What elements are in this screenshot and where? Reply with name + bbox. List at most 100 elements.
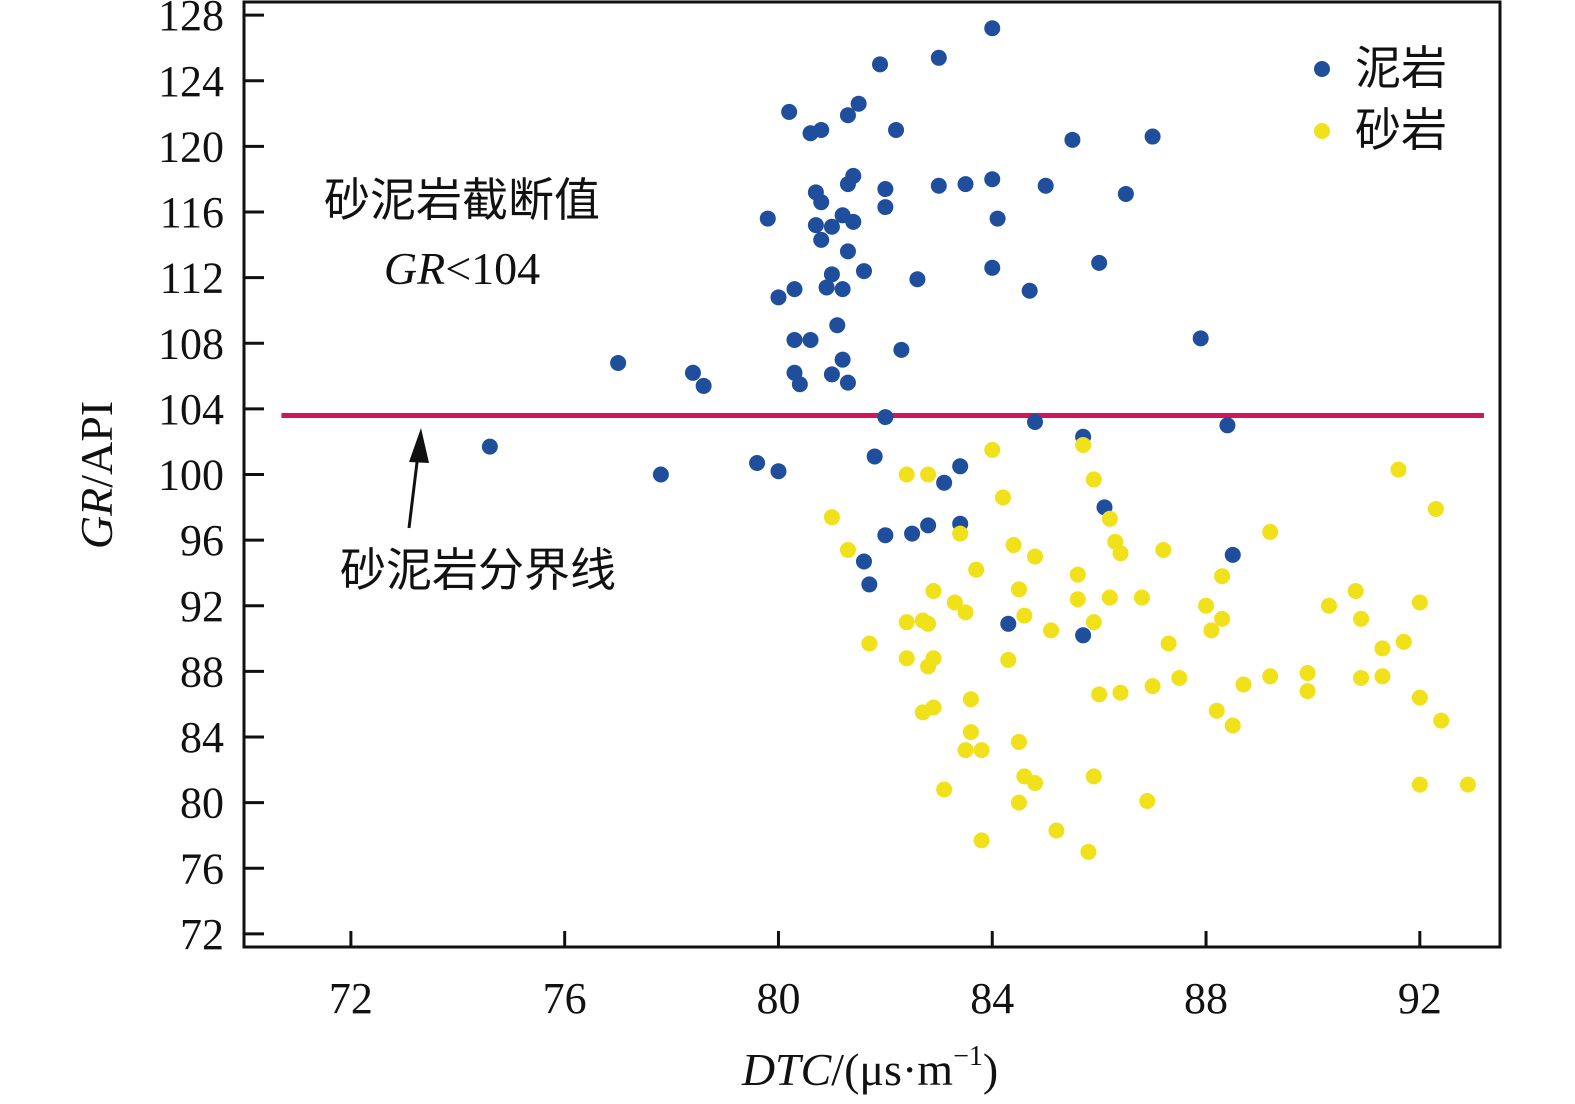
point-mudstone — [904, 525, 921, 542]
point-sandstone — [898, 466, 915, 483]
y-tick-label: 124 — [158, 57, 224, 106]
point-mudstone — [823, 218, 840, 235]
point-sandstone — [1171, 669, 1188, 686]
point-mudstone — [920, 517, 937, 534]
point-sandstone — [952, 525, 969, 542]
point-sandstone — [1085, 768, 1102, 785]
point-sandstone — [1299, 683, 1316, 700]
point-mudstone — [684, 364, 701, 381]
point-sandstone — [925, 582, 942, 599]
point-sandstone — [914, 704, 931, 721]
point-sandstone — [1374, 668, 1391, 685]
point-sandstone — [1214, 610, 1231, 627]
legend-marker-sandstone — [1314, 123, 1330, 139]
point-mudstone — [930, 49, 947, 66]
point-mudstone — [834, 281, 851, 298]
point-sandstone — [1075, 436, 1092, 453]
point-mudstone — [861, 576, 878, 593]
point-mudstone — [1144, 128, 1161, 145]
point-mudstone — [802, 331, 819, 348]
point-sandstone — [1224, 717, 1241, 734]
point-sandstone — [1133, 589, 1150, 606]
legend: 泥岩 砂岩 — [1314, 41, 1447, 157]
x-tick-label: 80 — [756, 974, 800, 1023]
point-mudstone — [481, 438, 498, 455]
y-tick-label: 120 — [158, 122, 224, 171]
y-tick-label: 128 — [158, 0, 224, 40]
legend-marker-mudstone — [1314, 61, 1330, 77]
point-mudstone — [893, 341, 910, 358]
point-sandstone — [957, 742, 974, 759]
point-mudstone — [909, 271, 926, 288]
y-tick-label: 116 — [160, 188, 224, 237]
point-mudstone — [877, 409, 894, 426]
point-mudstone — [872, 56, 889, 73]
point-mudstone — [1219, 417, 1236, 434]
x-tick-label: 92 — [1398, 974, 1442, 1023]
point-sandstone — [1198, 597, 1215, 614]
point-sandstone — [1139, 792, 1156, 809]
x-axis-title: DTC/(μs·m−1) — [741, 1041, 998, 1095]
point-mudstone — [1027, 414, 1044, 430]
point-mudstone — [855, 553, 872, 570]
point-mudstone — [1091, 254, 1108, 271]
y-tick-label: 108 — [158, 319, 224, 368]
point-sandstone — [994, 489, 1011, 506]
point-sandstone — [1433, 712, 1450, 729]
point-mudstone — [818, 279, 835, 296]
point-sandstone — [973, 742, 990, 759]
point-sandstone — [1208, 702, 1225, 719]
point-sandstone — [1010, 794, 1027, 811]
point-mudstone — [839, 374, 856, 391]
point-sandstone — [1411, 776, 1428, 793]
point-sandstone — [1411, 594, 1428, 611]
point-sandstone — [946, 594, 963, 611]
point-sandstone — [1262, 523, 1279, 540]
point-sandstone — [861, 635, 878, 652]
point-mudstone — [834, 351, 851, 368]
point-sandstone — [1091, 686, 1108, 703]
point-sandstone — [1085, 471, 1102, 488]
point-mudstone — [930, 177, 947, 194]
point-mudstone — [839, 243, 856, 260]
point-sandstone — [823, 509, 840, 526]
point-sandstone — [920, 466, 937, 483]
point-sandstone — [920, 615, 937, 632]
x-tick-label: 84 — [970, 974, 1014, 1023]
point-sandstone — [1010, 581, 1027, 598]
point-mudstone — [823, 366, 840, 383]
point-mudstone — [786, 281, 803, 298]
cutoff-expression: GR<104 — [384, 243, 540, 294]
point-mudstone — [1075, 627, 1092, 644]
point-sandstone — [1010, 733, 1027, 750]
point-mudstone — [1000, 615, 1017, 632]
y-tick-label: 88 — [180, 647, 224, 696]
point-mudstone — [984, 171, 1001, 188]
point-sandstone — [962, 724, 979, 741]
x-tick-label: 76 — [543, 974, 587, 1023]
point-sandstone — [1080, 843, 1097, 860]
point-mudstone — [759, 210, 776, 227]
point-mudstone — [952, 458, 969, 475]
point-mudstone — [770, 463, 787, 480]
point-sandstone — [1048, 822, 1065, 839]
point-mudstone — [936, 474, 953, 491]
point-sandstone — [1112, 684, 1129, 701]
legend-label-mudstone: 泥岩 — [1355, 41, 1447, 95]
boundary-label: 砂泥岩分界线 — [340, 543, 616, 597]
point-sandstone — [1203, 622, 1220, 639]
point-sandstone — [1085, 614, 1102, 631]
point-sandstone — [1320, 597, 1337, 614]
point-sandstone — [968, 561, 985, 578]
point-mudstone — [1037, 177, 1054, 194]
point-sandstone — [1000, 651, 1017, 668]
point-mudstone — [823, 266, 840, 283]
point-mudstone — [610, 354, 627, 371]
point-mudstone — [695, 377, 712, 394]
point-mudstone — [1192, 330, 1209, 347]
point-sandstone — [1016, 607, 1033, 624]
point-mudstone — [866, 448, 883, 465]
y-tick-label: 92 — [180, 582, 224, 631]
point-sandstone — [1069, 591, 1086, 608]
